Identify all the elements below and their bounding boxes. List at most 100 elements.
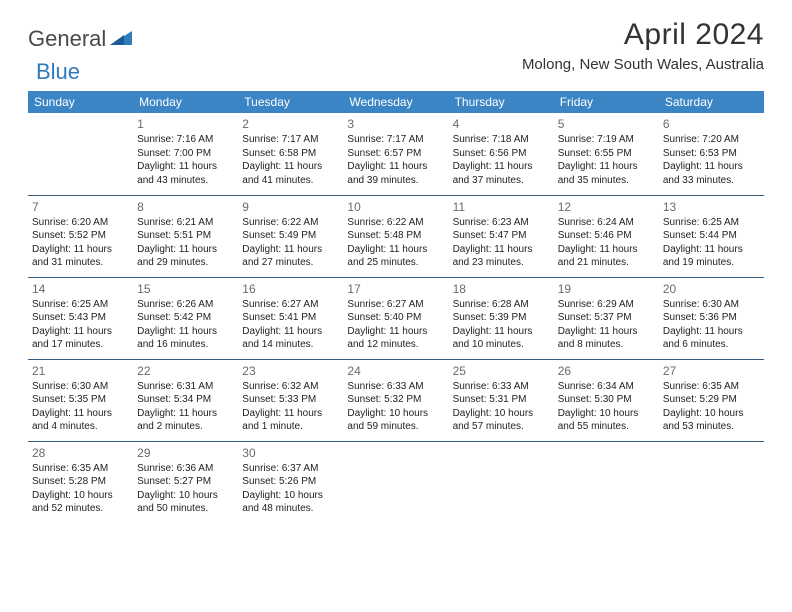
calendar-week-row: 14Sunrise: 6:25 AMSunset: 5:43 PM Dayligh… <box>28 277 764 359</box>
calendar-day-cell: 4Sunrise: 7:18 AMSunset: 6:56 PMDaylight… <box>449 113 554 195</box>
calendar-table: SundayMondayTuesdayWednesdayThursdayFrid… <box>28 91 764 523</box>
sunrise-line: Sunrise: 6:25 AM <box>32 298 129 312</box>
sunrise-line: Sunrise: 6:21 AM <box>137 216 234 230</box>
calendar-day-cell: 20Sunrise: 6:30 AMSunset: 5:36 PMDayligh… <box>659 277 764 359</box>
sunrise-line: Sunrise: 6:25 AM <box>663 216 760 230</box>
daylight-line: Daylight: 11 hours and 43 minutes. <box>137 160 234 187</box>
day-number: 26 <box>558 363 655 379</box>
sunrise-line: Sunrise: 7:16 AM <box>137 133 234 147</box>
weekday-header: Saturday <box>659 91 764 113</box>
daylight-line: Daylight: 11 hours and 8 minutes. <box>558 325 655 352</box>
sunset-line: Sunset: 5:43 PM <box>32 311 129 325</box>
day-number: 12 <box>558 199 655 215</box>
daylight-line: Daylight: 11 hours and 6 minutes. <box>663 325 760 352</box>
sunrise-line: Sunrise: 7:17 AM <box>242 133 339 147</box>
calendar-day-cell: 21Sunrise: 6:30 AMSunset: 5:35 PMDayligh… <box>28 359 133 441</box>
sunrise-line: Sunrise: 6:20 AM <box>32 216 129 230</box>
daylight-line: Daylight: 10 hours and 52 minutes. <box>32 489 129 516</box>
sunset-line: Sunset: 5:29 PM <box>663 393 760 407</box>
sunrise-line: Sunrise: 6:34 AM <box>558 380 655 394</box>
calendar-day-cell: 7Sunrise: 6:20 AMSunset: 5:52 PMDaylight… <box>28 195 133 277</box>
calendar-day-cell: 23Sunrise: 6:32 AMSunset: 5:33 PMDayligh… <box>238 359 343 441</box>
day-number: 14 <box>32 281 129 297</box>
daylight-line: Daylight: 11 hours and 14 minutes. <box>242 325 339 352</box>
calendar-week-row: 28Sunrise: 6:35 AMSunset: 5:28 PMDayligh… <box>28 441 764 523</box>
sunset-line: Sunset: 7:00 PM <box>137 147 234 161</box>
calendar-day-cell: 11Sunrise: 6:23 AMSunset: 5:47 PMDayligh… <box>449 195 554 277</box>
calendar-day-cell: 28Sunrise: 6:35 AMSunset: 5:28 PMDayligh… <box>28 441 133 523</box>
daylight-line: Daylight: 11 hours and 16 minutes. <box>137 325 234 352</box>
daylight-line: Daylight: 11 hours and 21 minutes. <box>558 243 655 270</box>
daylight-line: Daylight: 11 hours and 41 minutes. <box>242 160 339 187</box>
calendar-day-cell: 16Sunrise: 6:27 AMSunset: 5:41 PMDayligh… <box>238 277 343 359</box>
sunset-line: Sunset: 6:56 PM <box>453 147 550 161</box>
daylight-line: Daylight: 11 hours and 1 minute. <box>242 407 339 434</box>
brand-name-gray: General <box>28 26 106 52</box>
sunset-line: Sunset: 6:55 PM <box>558 147 655 161</box>
sunrise-line: Sunrise: 6:36 AM <box>137 462 234 476</box>
calendar-day-cell: 5Sunrise: 7:19 AMSunset: 6:55 PMDaylight… <box>554 113 659 195</box>
sunrise-line: Sunrise: 6:35 AM <box>32 462 129 476</box>
sunset-line: Sunset: 5:26 PM <box>242 475 339 489</box>
daylight-line: Daylight: 11 hours and 35 minutes. <box>558 160 655 187</box>
day-number: 5 <box>558 116 655 132</box>
day-number: 21 <box>32 363 129 379</box>
daylight-line: Daylight: 11 hours and 27 minutes. <box>242 243 339 270</box>
sunset-line: Sunset: 5:37 PM <box>558 311 655 325</box>
calendar-empty-cell <box>28 113 133 195</box>
sunset-line: Sunset: 5:35 PM <box>32 393 129 407</box>
day-number: 29 <box>137 445 234 461</box>
sunrise-line: Sunrise: 7:18 AM <box>453 133 550 147</box>
daylight-line: Daylight: 11 hours and 29 minutes. <box>137 243 234 270</box>
calendar-week-row: 7Sunrise: 6:20 AMSunset: 5:52 PMDaylight… <box>28 195 764 277</box>
calendar-day-cell: 10Sunrise: 6:22 AMSunset: 5:48 PMDayligh… <box>343 195 448 277</box>
sunset-line: Sunset: 5:46 PM <box>558 229 655 243</box>
day-number: 24 <box>347 363 444 379</box>
brand-triangle-icon <box>110 29 132 50</box>
sunrise-line: Sunrise: 7:20 AM <box>663 133 760 147</box>
sunset-line: Sunset: 5:27 PM <box>137 475 234 489</box>
daylight-line: Daylight: 11 hours and 4 minutes. <box>32 407 129 434</box>
sunset-line: Sunset: 5:40 PM <box>347 311 444 325</box>
calendar-page: General April 2024 Molong, New South Wal… <box>0 0 792 533</box>
day-number: 17 <box>347 281 444 297</box>
day-number: 10 <box>347 199 444 215</box>
sunset-line: Sunset: 5:30 PM <box>558 393 655 407</box>
location-text: Molong, New South Wales, Australia <box>522 56 764 73</box>
sunrise-line: Sunrise: 6:27 AM <box>242 298 339 312</box>
sunset-line: Sunset: 5:28 PM <box>32 475 129 489</box>
sunset-line: Sunset: 5:31 PM <box>453 393 550 407</box>
daylight-line: Daylight: 11 hours and 10 minutes. <box>453 325 550 352</box>
day-number: 15 <box>137 281 234 297</box>
day-number: 22 <box>137 363 234 379</box>
sunset-line: Sunset: 5:34 PM <box>137 393 234 407</box>
sunrise-line: Sunrise: 7:19 AM <box>558 133 655 147</box>
daylight-line: Daylight: 11 hours and 37 minutes. <box>453 160 550 187</box>
calendar-day-cell: 29Sunrise: 6:36 AMSunset: 5:27 PMDayligh… <box>133 441 238 523</box>
calendar-day-cell: 22Sunrise: 6:31 AMSunset: 5:34 PMDayligh… <box>133 359 238 441</box>
calendar-day-cell: 9Sunrise: 6:22 AMSunset: 5:49 PMDaylight… <box>238 195 343 277</box>
sunrise-line: Sunrise: 6:26 AM <box>137 298 234 312</box>
daylight-line: Daylight: 11 hours and 19 minutes. <box>663 243 760 270</box>
day-number: 11 <box>453 199 550 215</box>
calendar-day-cell: 25Sunrise: 6:33 AMSunset: 5:31 PMDayligh… <box>449 359 554 441</box>
calendar-head: SundayMondayTuesdayWednesdayThursdayFrid… <box>28 91 764 113</box>
calendar-day-cell: 27Sunrise: 6:35 AMSunset: 5:29 PMDayligh… <box>659 359 764 441</box>
calendar-day-cell: 13Sunrise: 6:25 AMSunset: 5:44 PMDayligh… <box>659 195 764 277</box>
sunrise-line: Sunrise: 6:33 AM <box>347 380 444 394</box>
calendar-day-cell: 18Sunrise: 6:28 AMSunset: 5:39 PMDayligh… <box>449 277 554 359</box>
daylight-line: Daylight: 11 hours and 31 minutes. <box>32 243 129 270</box>
weekday-header: Friday <box>554 91 659 113</box>
sunrise-line: Sunrise: 6:30 AM <box>32 380 129 394</box>
title-block: April 2024 Molong, New South Wales, Aust… <box>522 18 764 73</box>
month-title: April 2024 <box>522 18 764 52</box>
day-number: 4 <box>453 116 550 132</box>
sunset-line: Sunset: 5:47 PM <box>453 229 550 243</box>
sunrise-line: Sunrise: 6:24 AM <box>558 216 655 230</box>
sunrise-line: Sunrise: 7:17 AM <box>347 133 444 147</box>
sunrise-line: Sunrise: 6:37 AM <box>242 462 339 476</box>
sunrise-line: Sunrise: 6:33 AM <box>453 380 550 394</box>
calendar-empty-cell <box>343 441 448 523</box>
calendar-day-cell: 14Sunrise: 6:25 AMSunset: 5:43 PMDayligh… <box>28 277 133 359</box>
sunrise-line: Sunrise: 6:23 AM <box>453 216 550 230</box>
